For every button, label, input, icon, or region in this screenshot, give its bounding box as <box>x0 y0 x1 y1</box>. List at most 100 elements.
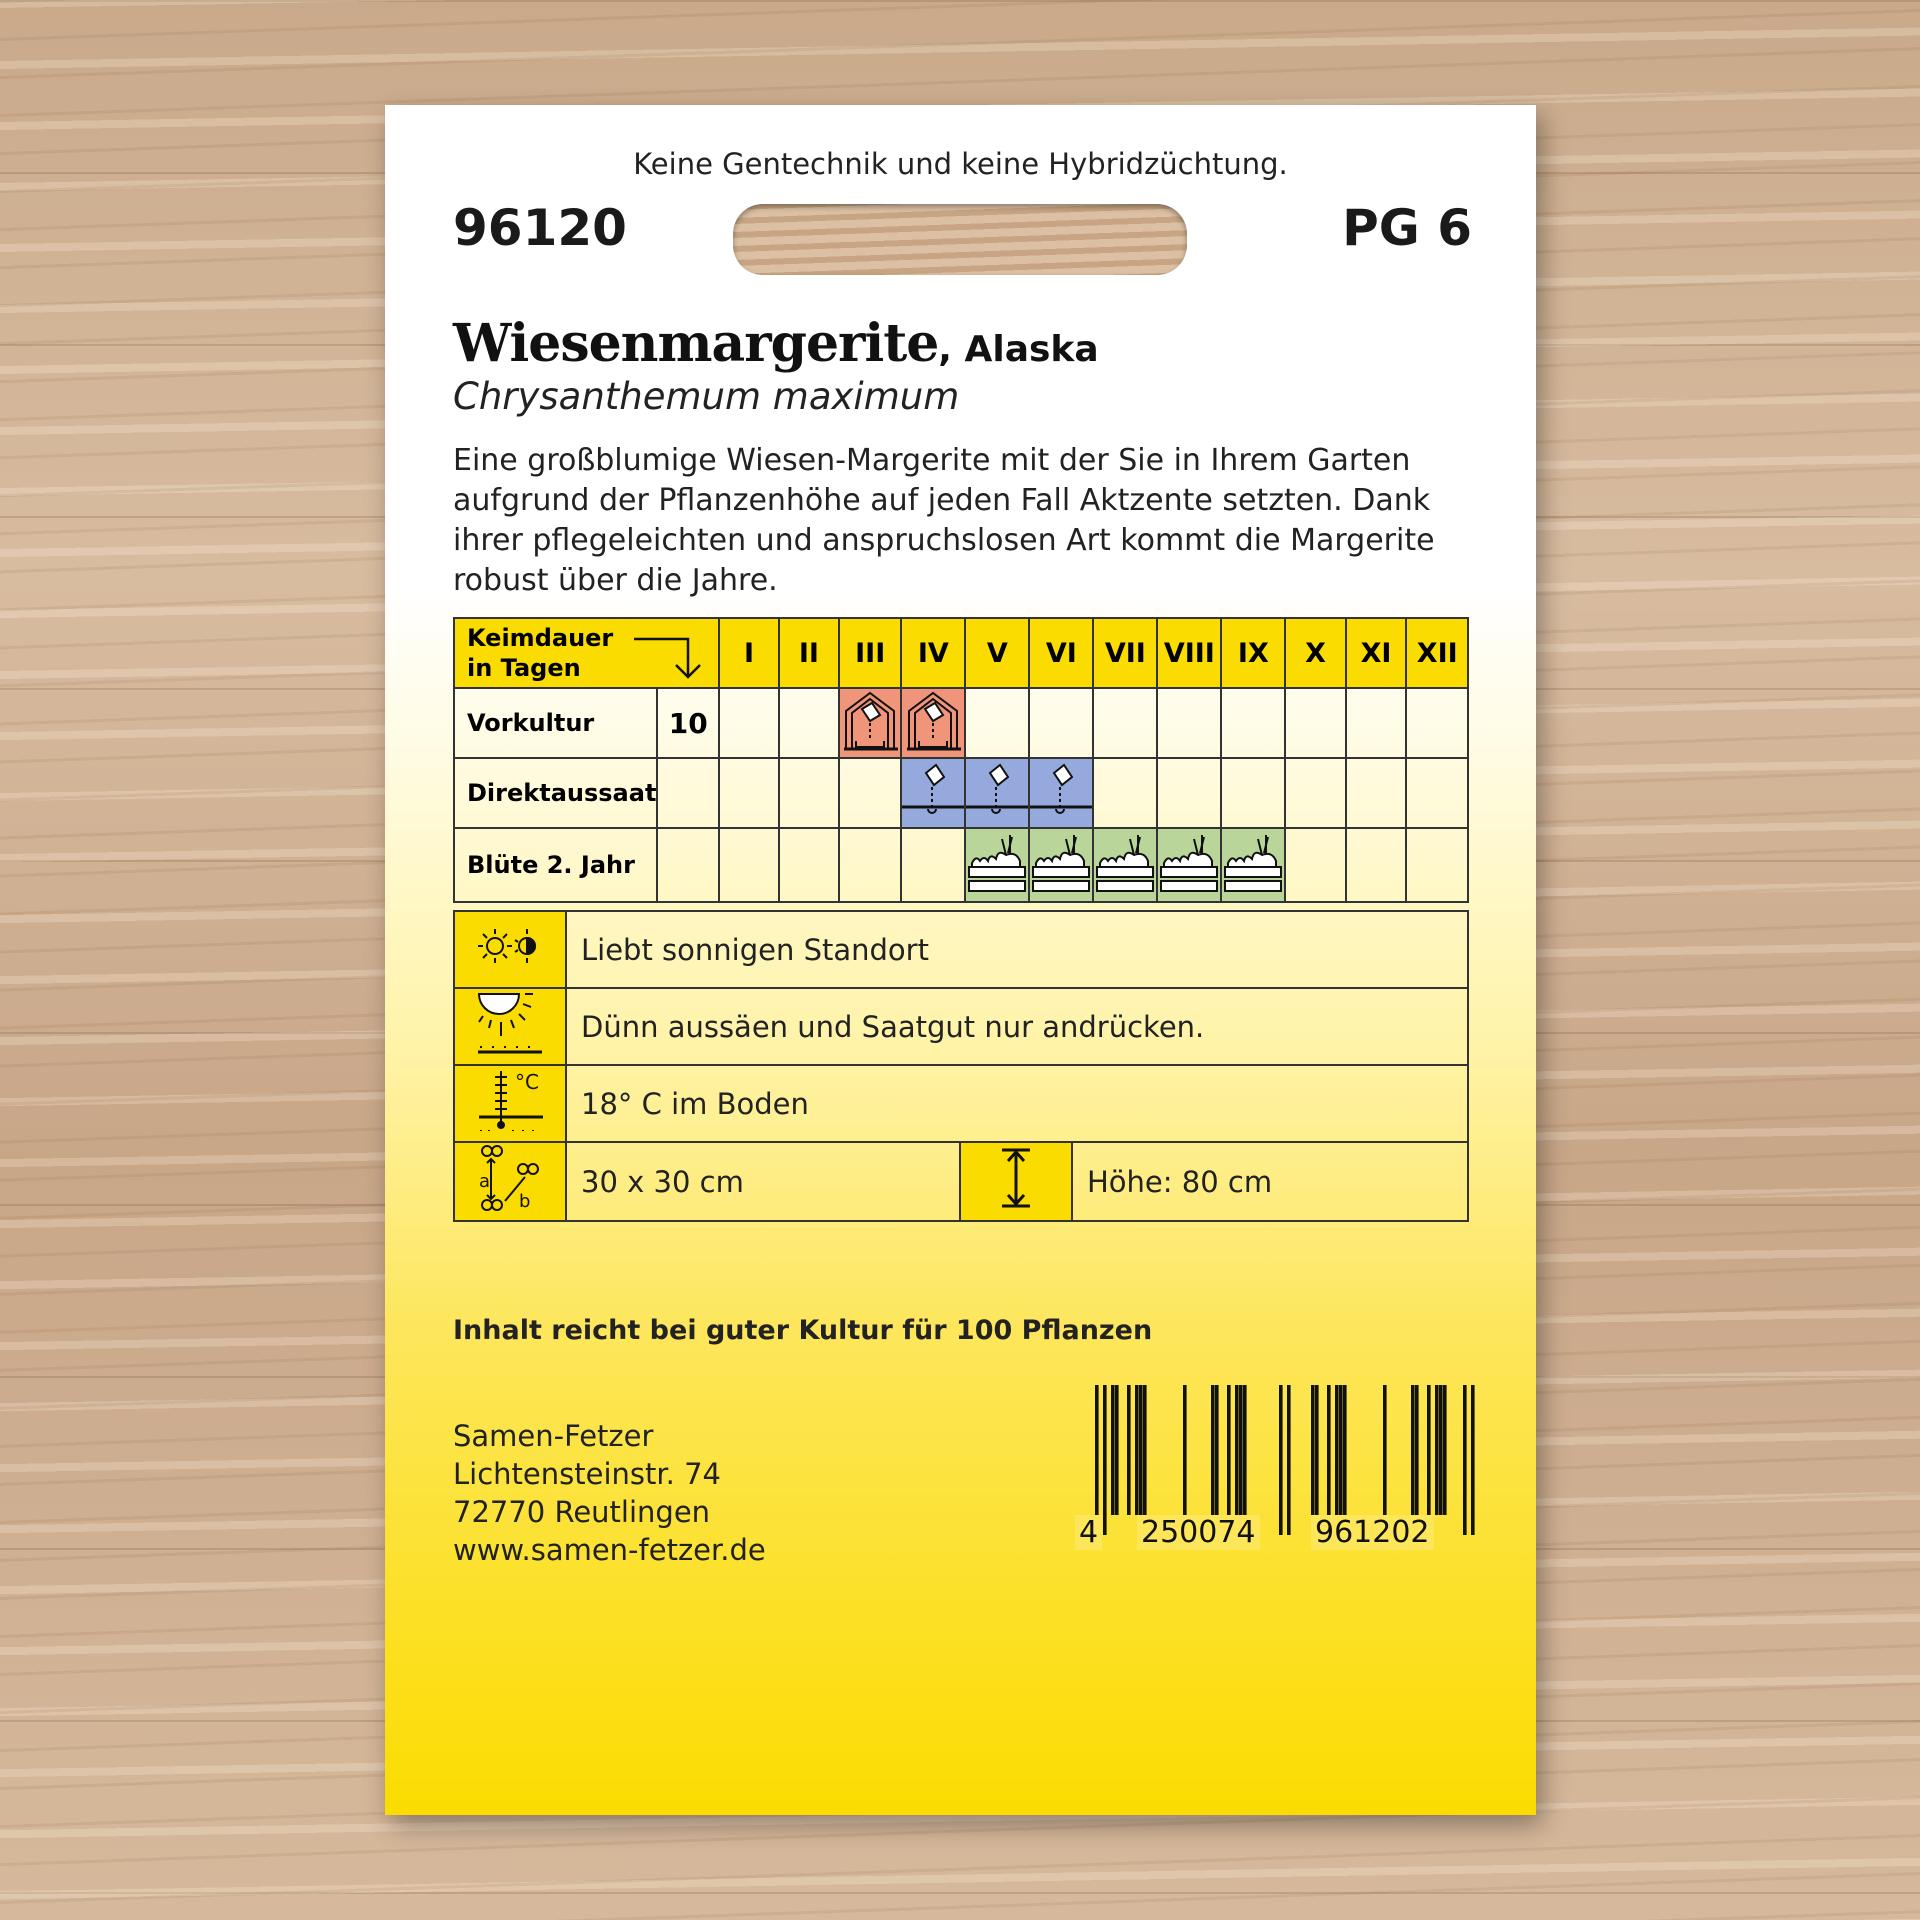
product-title: Wiesenmargerite, Alaska <box>453 313 1099 374</box>
direct-sowing-icon <box>964 757 1031 829</box>
month-header: II <box>777 617 841 689</box>
latin-name: Chrysanthemum maximum <box>453 375 960 418</box>
row-label: Vorkultur <box>452 687 659 759</box>
keimdauer-value: 10 <box>656 687 721 759</box>
info-temperature: 18° C im Boden <box>565 1064 1469 1143</box>
barcode-bar <box>1439 1385 1443 1515</box>
month-cell <box>777 827 841 903</box>
barcode-bar <box>1095 1385 1099 1535</box>
info-sowing: Dünn aussäen und Saatgut nur andrücken. <box>565 987 1469 1066</box>
barcode-bar <box>1463 1385 1467 1535</box>
svg-text:°C: °C <box>515 1070 539 1094</box>
article-number: 96120 <box>453 199 627 257</box>
harvest-crate-icon <box>1224 835 1283 892</box>
arrow-down-icon <box>634 637 702 679</box>
month-cell <box>1405 757 1469 829</box>
month-cell <box>1220 757 1287 829</box>
direct-sowing-icon <box>1028 757 1095 829</box>
city: 72770 Reutlingen <box>453 1495 711 1529</box>
month-cell <box>1344 757 1408 829</box>
barcode-bar <box>1411 1385 1415 1515</box>
barcode-bar <box>1427 1385 1431 1515</box>
svg-text:a: a <box>479 1171 490 1192</box>
month-header: V <box>964 617 1031 689</box>
description: Eine großblumige Wiesen-Margerite mit de… <box>453 443 1435 598</box>
barcode-bar <box>1111 1385 1115 1515</box>
direct-sowing-icon <box>1030 763 1093 814</box>
month-header: VII <box>1092 617 1159 689</box>
month-header: XI <box>1344 617 1408 689</box>
barcode-bar <box>1211 1385 1215 1515</box>
barcode-bar <box>1135 1385 1139 1515</box>
light-germinator-icon <box>453 987 567 1066</box>
month-cell <box>1092 757 1159 829</box>
month-header: I <box>718 617 780 689</box>
gmo-free-note: Keine Gentechnik und keine Hybridzüchtun… <box>633 147 1288 181</box>
harvest-crate-icon <box>1160 835 1219 892</box>
height-arrow-icon <box>959 1141 1073 1222</box>
harvest-crate-icon <box>1028 827 1095 903</box>
barcode-bar <box>1443 1385 1447 1515</box>
barcode-bar <box>1471 1385 1475 1535</box>
keimdauer-header: Keimdauer in Tagen <box>452 617 721 689</box>
month-header: VI <box>1028 617 1095 689</box>
calendar-row: Vorkultur 10 <box>452 687 1469 759</box>
direct-sowing-icon <box>902 763 965 814</box>
month-cell <box>900 827 967 903</box>
month-cell <box>1344 827 1408 903</box>
harvest-crate-icon <box>1220 827 1287 903</box>
price-group: PG 6 <box>1342 199 1472 257</box>
header-label: in Tagen <box>467 654 581 682</box>
hanging-slot <box>733 204 1187 275</box>
street: Lichtensteinstr. 74 <box>453 1457 721 1491</box>
month-cell <box>1284 757 1347 829</box>
month-header: IV <box>900 617 967 689</box>
info-table: Liebt sonnigen Standort Dünn aussäen und… <box>453 910 1469 1222</box>
website-link[interactable]: www.samen-fetzer.de <box>453 1533 766 1567</box>
barcode-bar <box>1311 1385 1315 1515</box>
harvest-crate-icon <box>1156 827 1223 903</box>
month-header: VIII <box>1156 617 1223 689</box>
barcode-digit: 4 <box>1075 1515 1103 1550</box>
month-cell <box>1092 687 1159 759</box>
product-name: Wiesenmargerite <box>453 313 939 374</box>
content-note: Inhalt reicht bei guter Kultur für 100 P… <box>453 1315 1153 1346</box>
greenhouse-sowing-icon <box>838 687 903 759</box>
barcode-bar <box>1415 1385 1419 1515</box>
month-cell <box>1405 827 1469 903</box>
barcode-bar <box>1339 1385 1343 1515</box>
month-cell <box>838 827 903 903</box>
harvest-crate-icon <box>964 827 1031 903</box>
greenhouse-sowing-icon <box>907 691 962 751</box>
barcode-bar <box>1327 1385 1331 1515</box>
barcode-bar <box>1215 1385 1219 1515</box>
month-cell <box>718 687 780 759</box>
month-header: X <box>1284 617 1347 689</box>
month-cell <box>1156 757 1223 829</box>
info-spacing: 30 x 30 cm <box>565 1141 961 1222</box>
barcode-digits: 961202 <box>1311 1515 1434 1550</box>
header-label: Keimdauer <box>467 624 614 652</box>
month-cell <box>1028 687 1095 759</box>
row-label: Blüte 2. Jahr <box>452 827 659 903</box>
svg-text:b: b <box>519 1191 530 1212</box>
barcode-bar <box>1235 1385 1239 1515</box>
month-cell <box>777 757 841 829</box>
company-name: Samen-Fetzer <box>453 1419 654 1453</box>
barcode-bar <box>1139 1385 1143 1515</box>
greenhouse-sowing-icon <box>844 691 899 751</box>
month-header: III <box>838 617 903 689</box>
month-cell <box>1405 687 1469 759</box>
barcode-bar <box>1239 1385 1243 1515</box>
month-cell <box>718 757 780 829</box>
direct-sowing-icon <box>900 757 967 829</box>
harvest-crate-icon <box>1032 835 1091 892</box>
seed-packet-back: Keine Gentechnik und keine Hybridzüchtun… <box>385 105 1536 1815</box>
barcode-bar <box>1315 1385 1319 1515</box>
info-sun: Liebt sonnigen Standort <box>565 910 1469 989</box>
barcode: 4 250074 961202 <box>1075 1375 1505 1575</box>
barcode-bar <box>1227 1385 1231 1515</box>
soil-thermometer-icon: °C <box>453 1064 567 1143</box>
sun-halfshade-icon <box>453 910 567 989</box>
